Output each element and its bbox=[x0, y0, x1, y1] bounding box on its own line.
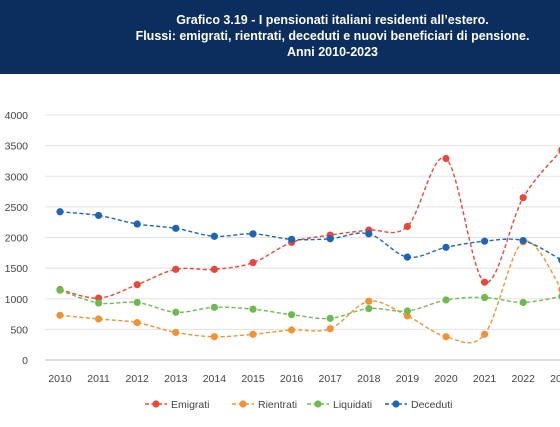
data-point bbox=[56, 286, 64, 294]
data-point bbox=[133, 281, 141, 289]
y-axis-ticks: 0 500 1000 1500 2000 2500 3000 3500 4000 bbox=[5, 110, 29, 367]
legend-label: Deceduti bbox=[411, 399, 452, 411]
x-axis-ticks: 2010 2011 2012 2013 2014 2015 2016 2017 2018 2019… bbox=[48, 373, 560, 385]
data-point bbox=[403, 222, 411, 231]
chart-header: Grafico 3.19 - I pensionati italiani res… bbox=[0, 0, 560, 74]
data-point bbox=[133, 220, 141, 228]
series-emigrati bbox=[56, 146, 560, 302]
data-point bbox=[133, 298, 141, 307]
data-point bbox=[288, 326, 296, 334]
data-point bbox=[403, 307, 411, 315]
gridlines bbox=[45, 114, 560, 361]
data-point bbox=[172, 328, 180, 337]
legend-item-rientrati: Rientrati bbox=[232, 399, 297, 411]
data-point bbox=[481, 293, 489, 302]
legend-marker bbox=[314, 400, 322, 408]
legend-item-emigrati: Emigrati bbox=[145, 399, 210, 411]
x-tick-label: 2012 bbox=[126, 373, 150, 385]
data-point bbox=[442, 333, 450, 341]
data-point bbox=[365, 297, 373, 305]
y-tick-label: 1000 bbox=[5, 294, 29, 306]
data-point bbox=[210, 232, 218, 240]
y-tick-label: 2000 bbox=[5, 233, 29, 245]
chart-title-line-3: Anni 2010-2023 bbox=[286, 45, 379, 59]
data-point bbox=[95, 211, 103, 220]
x-tick-label: 2015 bbox=[241, 373, 265, 385]
data-point bbox=[95, 299, 103, 307]
legend: Emigrati Rientrati Liquidati Deceduti bbox=[145, 399, 452, 411]
series-line bbox=[59, 240, 560, 344]
chart-title-line-2: Flussi: emigrati, rientrati, deceduti e … bbox=[135, 29, 530, 43]
series-rientrati bbox=[56, 238, 560, 344]
data-point bbox=[56, 311, 64, 319]
data-point bbox=[326, 325, 334, 333]
data-point bbox=[172, 308, 180, 316]
x-tick-label: 2013 bbox=[164, 373, 188, 385]
series-line bbox=[59, 211, 560, 260]
data-point bbox=[326, 235, 334, 243]
y-tick-label: 2500 bbox=[5, 202, 29, 214]
data-point bbox=[365, 304, 373, 313]
data-point bbox=[56, 208, 64, 216]
x-tick-label: 2016 bbox=[280, 373, 304, 385]
data-point bbox=[172, 224, 180, 232]
legend-label: Rientrati bbox=[258, 399, 297, 411]
x-tick-label: 2011 bbox=[87, 373, 110, 385]
x-tick-label: 2020 bbox=[434, 373, 458, 385]
x-tick-label: 2017 bbox=[319, 373, 343, 385]
data-point bbox=[403, 253, 411, 261]
chart-title-line-1: Grafico 3.19 - I pensionati italiani res… bbox=[176, 13, 489, 27]
data-point bbox=[288, 235, 296, 243]
data-point bbox=[442, 154, 450, 163]
data-point bbox=[519, 236, 527, 245]
x-tick-label: 2014 bbox=[203, 373, 227, 385]
x-tick-label: 2022 bbox=[512, 373, 536, 385]
legend-item-deceduti: Deceduti bbox=[385, 399, 452, 411]
data-point bbox=[519, 194, 527, 202]
legend-marker bbox=[239, 400, 247, 408]
data-point bbox=[442, 296, 450, 304]
data-point bbox=[249, 330, 257, 338]
data-point bbox=[326, 314, 334, 322]
y-tick-label: 1500 bbox=[5, 263, 29, 275]
x-tick-label: 2023 bbox=[550, 373, 560, 385]
series-group bbox=[56, 146, 560, 344]
data-point bbox=[249, 305, 257, 313]
x-tick-label: 2018 bbox=[357, 373, 381, 385]
data-point bbox=[442, 243, 450, 251]
data-point bbox=[288, 311, 296, 319]
data-point bbox=[133, 319, 141, 327]
legend-label: Emigrati bbox=[171, 399, 210, 411]
y-tick-label: 3500 bbox=[5, 141, 29, 153]
legend-item-liquidati: Liquidati bbox=[307, 399, 372, 411]
data-point bbox=[210, 333, 218, 341]
y-tick-label: 3000 bbox=[5, 171, 29, 183]
data-point bbox=[481, 330, 489, 338]
data-point bbox=[210, 303, 218, 311]
data-point bbox=[210, 265, 218, 273]
y-tick-label: 4000 bbox=[5, 110, 29, 122]
data-point bbox=[95, 315, 103, 323]
data-point bbox=[481, 237, 489, 245]
y-tick-label: 0 bbox=[22, 355, 28, 367]
series-deceduti bbox=[56, 208, 560, 264]
data-point bbox=[249, 259, 257, 267]
legend-marker bbox=[392, 400, 400, 408]
data-point bbox=[519, 298, 527, 307]
x-tick-label: 2010 bbox=[48, 373, 72, 385]
data-point bbox=[172, 265, 180, 273]
series-liquidati bbox=[56, 286, 560, 322]
legend-marker bbox=[152, 400, 160, 408]
x-tick-label: 2021 bbox=[473, 373, 497, 385]
data-point bbox=[481, 278, 489, 286]
legend-label: Liquidati bbox=[333, 399, 372, 411]
data-point bbox=[365, 230, 373, 238]
y-tick-label: 500 bbox=[10, 324, 28, 336]
x-tick-label: 2019 bbox=[396, 373, 420, 385]
data-point bbox=[249, 230, 257, 238]
